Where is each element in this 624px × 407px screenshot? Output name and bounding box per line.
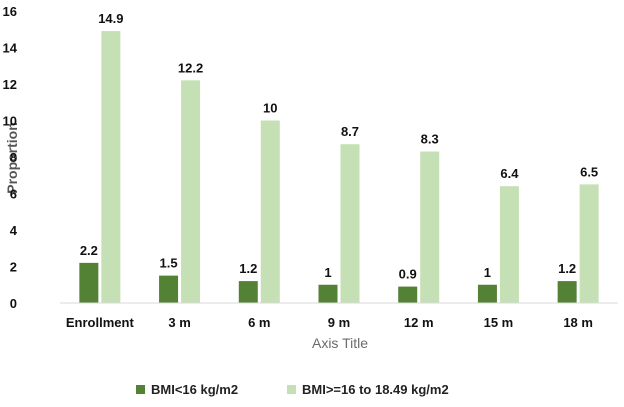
y-tick-label-6: 6 <box>10 187 17 202</box>
data-label-series0-18-m: 1.2 <box>558 261 576 276</box>
x-axis-title: Axis Title <box>312 335 368 351</box>
bar-series1-6-m <box>260 120 280 303</box>
bar-series1-12-m <box>420 151 440 303</box>
data-label-series1-6-m: 10 <box>263 101 277 116</box>
x-axis-ticks: Enrollment 3 m 6 m 9 m 12 m 15 m 18 m <box>66 315 593 330</box>
legend-label-bmi-under-16: BMI<16 kg/m2 <box>151 382 238 397</box>
data-label-series0-6-m: 1.2 <box>239 261 257 276</box>
x-tick-label-3-m: 3 m <box>168 315 190 330</box>
y-axis-title: Proportion <box>4 122 20 194</box>
bar-series0-18-m <box>557 281 577 303</box>
y-tick-label-14: 14 <box>3 41 18 56</box>
bar-series0-12-m <box>398 286 418 303</box>
y-axis-title-group: Proportion <box>4 122 20 194</box>
x-tick-label-18-m: 18 m <box>563 315 593 330</box>
y-axis-ticks: 0 2 4 6 8 10 12 14 16 <box>3 4 18 311</box>
x-tick-label-6-m: 6 m <box>248 315 270 330</box>
legend-swatch-bmi-16-to-18 <box>287 385 296 394</box>
bar-series0-15-m <box>477 284 497 303</box>
bar-series0-6-m <box>238 281 258 303</box>
y-tick-label-0: 0 <box>10 296 17 311</box>
data-label-series0-enrollment: 2.2 <box>80 243 98 258</box>
bar-series1-enrollment <box>101 31 121 303</box>
data-label-series1-18-m: 6.5 <box>580 164 598 179</box>
data-label-series1-enrollment: 14.9 <box>98 11 123 26</box>
y-tick-label-8: 8 <box>10 150 17 165</box>
data-label-series1-3-m: 12.2 <box>178 60 203 75</box>
y-tick-label-12: 12 <box>3 77 17 92</box>
x-tick-label-15-m: 15 m <box>484 315 514 330</box>
data-label-series0-9-m: 1 <box>324 265 331 280</box>
bar-series0-3-m <box>159 275 179 303</box>
legend: BMI<16 kg/m2 BMI>=16 to 18.49 kg/m2 <box>136 382 449 397</box>
data-label-series0-12-m: 0.9 <box>399 267 417 282</box>
x-tick-label-enrollment: Enrollment <box>66 315 135 330</box>
data-label-series1-12-m: 8.3 <box>421 132 439 147</box>
legend-label-bmi-16-to-18: BMI>=16 to 18.49 kg/m2 <box>302 382 449 397</box>
bar-series1-9-m <box>340 144 360 303</box>
bar-series0-9-m <box>318 284 338 303</box>
data-label-series1-9-m: 8.7 <box>341 124 359 139</box>
bar-series1-3-m <box>181 80 201 303</box>
y-tick-label-16: 16 <box>3 4 17 19</box>
data-label-series1-15-m: 6.4 <box>500 166 519 181</box>
y-tick-label-2: 2 <box>10 260 17 275</box>
bar-series1-18-m <box>579 184 599 303</box>
data-labels-group: 2.2 14.9 1.5 12.2 1.2 10 1 8.7 0.9 8.3 1 6.4 1.2 6.5 <box>80 11 598 282</box>
bars-group <box>79 31 599 303</box>
x-tick-label-9-m: 9 m <box>328 315 350 330</box>
data-label-series0-15-m: 1 <box>484 265 491 280</box>
y-tick-label-10: 10 <box>3 114 17 129</box>
y-tick-label-4: 4 <box>10 223 18 238</box>
data-label-series0-3-m: 1.5 <box>160 256 178 271</box>
legend-swatch-bmi-under-16 <box>136 385 145 394</box>
x-tick-label-12-m: 12 m <box>404 315 434 330</box>
bar-series1-15-m <box>499 186 519 303</box>
bar-series0-enrollment <box>79 262 99 303</box>
